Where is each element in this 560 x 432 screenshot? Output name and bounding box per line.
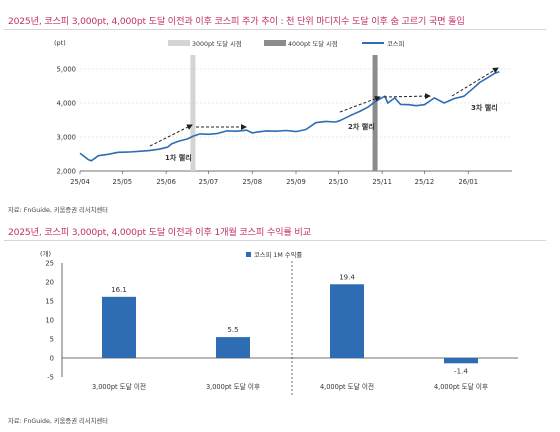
- marker-4000-band: [372, 55, 378, 171]
- chart1-y-tick-label: 5,000: [57, 66, 76, 74]
- chart2-legend: 코스피 1M 수익률: [246, 250, 302, 259]
- legend-4000-swatch: [264, 40, 286, 46]
- chart2-bars: 16.1 3,000pt 도달 이전 5.5 3,000pt 도달 이후 19.4 4,0…: [92, 273, 488, 391]
- rally1-rise-arrow: [149, 124, 193, 147]
- chart2-axes: -5 0 5 10 15 20 25: [45, 260, 518, 382]
- chart1-axes: 2,000 3,000 4,000 5,000 25/04 25/05 25/06 25/07…: [57, 66, 512, 186]
- chart1-x-tick-label: 25/05: [113, 178, 133, 186]
- chart2-unit-label: (개): [40, 249, 51, 258]
- chart1-x-tick-label: 25/07: [199, 178, 219, 186]
- return-value-label: 16.1: [111, 286, 127, 294]
- rally2-label: 2차 랠리: [348, 122, 375, 131]
- chart1-rally-annotations: 1차 랠리 2차 랠리 3차 랠리: [149, 67, 499, 162]
- chart2-y-tick-label: 0: [50, 355, 54, 363]
- rally2-rise-arrow: [339, 95, 381, 113]
- chart2-y-tick-label: 15: [45, 298, 54, 306]
- rally3-rise-arrow: [451, 67, 499, 97]
- return-bar: [216, 337, 250, 358]
- chart1-title: 2025년, 코스피 3,000pt, 4,000pt 도달 이전과 이후 코스…: [8, 16, 465, 27]
- chart1-x-tick-label: 25/12: [415, 178, 435, 186]
- chart1-x-tick-label: 25/06: [156, 178, 176, 186]
- chart1-legend: 3000pt 도달 시점 4000pt 도달 시점 코스피: [168, 39, 404, 48]
- chart2-category-label: 3,000pt 도달 이후: [206, 382, 260, 391]
- chart2-category-label: 4,000pt 도달 이전: [320, 382, 374, 391]
- chart1-unit-label: (pt): [54, 39, 66, 47]
- legend-return-label: 코스피 1M 수익률: [254, 250, 302, 259]
- chart2-y-tick-label: -5: [47, 374, 54, 382]
- chart2-category-label: 4,000pt 도달 이후: [434, 382, 488, 391]
- chart1-y-tick-label: 3,000: [57, 134, 76, 142]
- legend-kospi-label: 코스피: [387, 39, 404, 48]
- chart1-y-tick-label: 4,000: [57, 100, 76, 108]
- return-bar: [102, 296, 136, 358]
- rally2-flat-arrow: [383, 93, 431, 100]
- chart1-divider: [4, 29, 546, 30]
- chart1-x-tick-label: 25/04: [70, 178, 90, 186]
- rally3-label: 3차 랠리: [471, 103, 498, 112]
- rally1-label: 1차 랠리: [165, 153, 192, 162]
- chart2-y-tick-label: 5: [50, 336, 54, 344]
- chart1-source: 자료: FnGuide, 키움증권 리서치센터: [8, 207, 108, 214]
- chart1-x-tick-label: 25/11: [372, 178, 392, 186]
- legend-4000-label: 4000pt 도달 시점: [288, 40, 338, 48]
- chart1-y-tick-label: 2,000: [57, 168, 76, 176]
- return-value-label: 5.5: [227, 326, 238, 334]
- marker-3000-band: [190, 55, 196, 171]
- chart2-title: 2025년, 코스피 3,000pt, 4,000pt 도달 이전과 이후 1개…: [8, 227, 311, 238]
- chart2-source: 자료: FnGuide, 키움증권 리서치센터: [8, 418, 108, 425]
- return-bar: [330, 284, 364, 358]
- chart1-x-tick-label: 25/09: [286, 178, 306, 186]
- kospi-line-chart: (pt) 3000pt 도달 시점 4000pt 도달 시점 코스피 2,000…: [54, 39, 512, 186]
- chart1-event-markers: [190, 55, 378, 171]
- chart2-y-tick-label: 25: [45, 260, 54, 268]
- return-value-label: 19.4: [339, 273, 355, 281]
- chart1-x-tick-label: 25/10: [329, 178, 349, 186]
- kospi-series-line: [79, 70, 500, 162]
- chart2-category-label: 3,000pt 도달 이전: [92, 382, 146, 391]
- chart2-divider: [4, 240, 546, 241]
- legend-return-swatch: [246, 252, 251, 257]
- chart2-y-tick-label: 20: [45, 279, 54, 287]
- legend-3000-label: 3000pt 도달 시점: [192, 40, 242, 48]
- return-bar: [444, 358, 478, 364]
- legend-3000-swatch: [168, 40, 190, 46]
- chart1-x-tick-label: 26/01: [458, 178, 478, 186]
- return-value-label: -1.4: [454, 367, 468, 375]
- chart1-x-tick-label: 25/08: [242, 178, 262, 186]
- chart2-y-tick-label: 10: [45, 317, 54, 325]
- return-bar-chart: (개) 코스피 1M 수익률 -5 0 5 10 15 20 25 16.1 3,000pt …: [40, 249, 518, 395]
